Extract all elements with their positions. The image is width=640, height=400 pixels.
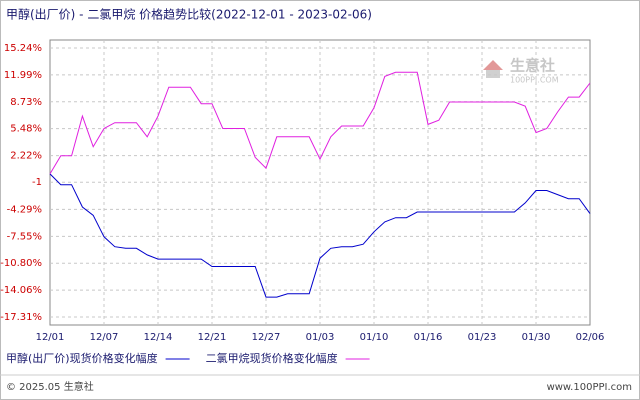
y-tick-label: -7.55% — [7, 231, 42, 242]
y-tick-label: 15.24% — [4, 43, 42, 54]
y-tick-label: -14.06% — [0, 285, 42, 296]
x-tick-label: 12/21 — [198, 332, 227, 343]
x-tick-label: 12/27 — [252, 332, 281, 343]
x-tick-label: 01/23 — [468, 332, 497, 343]
x-tick-label: 12/14 — [144, 332, 173, 343]
series-line — [49, 71, 591, 175]
copyright: © 2025.05 生意社 — [6, 380, 94, 393]
x-tick-label: 12/07 — [90, 332, 119, 343]
y-tick-label: -10.80% — [0, 258, 42, 269]
site: www.100PPI.com — [547, 382, 632, 393]
y-tick-label: -17.31% — [0, 312, 42, 323]
watermark-logo — [486, 70, 500, 78]
watermark-name: 生意社 — [510, 57, 555, 75]
x-tick-label: 02/06 — [576, 332, 605, 343]
y-tick-label: 11.99% — [4, 70, 42, 81]
y-tick-label: 5.48% — [10, 124, 42, 135]
watermark-logo — [483, 60, 503, 70]
y-tick-label: -1 — [32, 177, 42, 188]
y-tick-label: 8.73% — [10, 97, 42, 108]
y-tick-label: 2.22% — [10, 151, 42, 162]
x-tick-label: 01/03 — [306, 332, 335, 343]
watermark: 生意社 100PPI.COM — [483, 57, 559, 85]
x-tick-label: 01/16 — [414, 332, 443, 343]
legend-label: 二氯甲烷现货价格变化幅度 — [206, 351, 338, 365]
watermark-site: 100PPI.COM — [510, 76, 559, 85]
y-tick-label: -4.29% — [7, 204, 42, 215]
chart-title: 甲醇(出厂价) - 二氯甲烷 价格趋势比较(2022-12-01 - 2023-… — [6, 7, 372, 22]
x-tick-label: 01/30 — [522, 332, 551, 343]
x-tick-label: 12/01 — [36, 332, 65, 343]
legend-label: 甲醇(出厂价)现货价格变化幅度 — [6, 351, 158, 365]
series-line — [49, 173, 591, 298]
x-tick-label: 01/10 — [360, 332, 389, 343]
